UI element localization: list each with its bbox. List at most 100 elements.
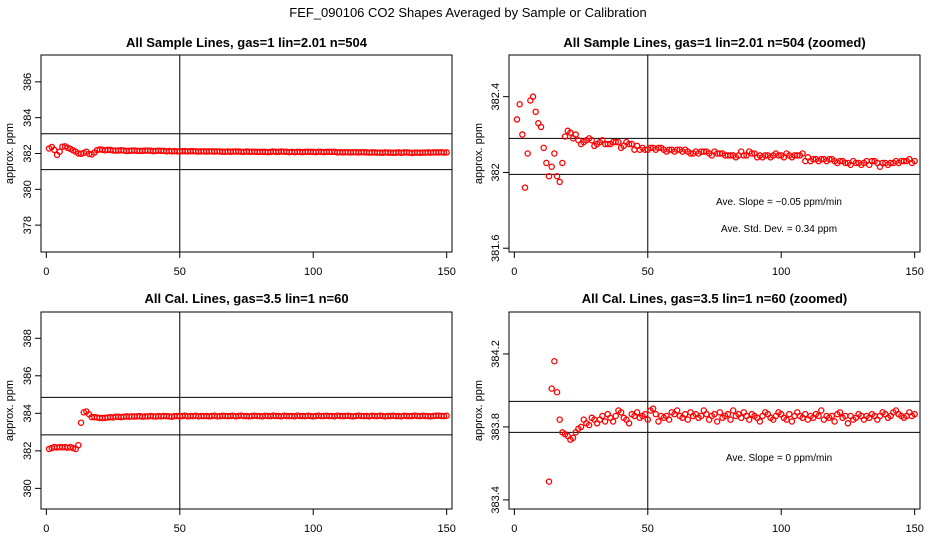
data-point: [716, 150, 724, 157]
y-tick-label: 382.4: [490, 83, 502, 111]
data-point: [713, 418, 721, 425]
plot-panel-4: All Cal. Lines, gas=3.5 lin=1 n=60 (zoom…: [473, 291, 924, 535]
data-point: [601, 418, 609, 425]
data-point: [628, 140, 636, 148]
data-point: [440, 149, 448, 156]
y-tick-label: 384: [22, 404, 34, 422]
data-point: [588, 136, 595, 144]
data-point: [572, 131, 579, 138]
data-point: [51, 146, 58, 154]
data-point: [612, 138, 620, 146]
data-point: [673, 146, 681, 153]
plot-panel-2: All Sample Lines, gas=1 lin=2.01 n=504 (…: [473, 35, 924, 278]
x-tick-label: 0: [511, 523, 517, 535]
y-axis-label: approx. ppm: [4, 380, 16, 441]
data-series: [45, 408, 450, 453]
data-point: [868, 157, 876, 165]
y-tick-label: 388: [22, 329, 34, 347]
data-point: [545, 478, 553, 485]
data-point: [516, 101, 523, 108]
data-point: [887, 159, 894, 167]
data-series: [545, 357, 918, 485]
data-point: [553, 389, 561, 396]
data-point: [818, 407, 825, 414]
data-point: [551, 357, 558, 365]
y-axis-label: approx. ppm: [473, 380, 485, 441]
data-point: [641, 410, 649, 418]
data-point: [567, 129, 574, 136]
data-point: [545, 172, 553, 180]
data-point: [684, 416, 692, 423]
data-point: [625, 420, 633, 427]
data-point: [585, 421, 593, 429]
data-point: [440, 412, 448, 420]
y-tick-label: 382: [490, 163, 502, 181]
annotation-text: Ave. Std. Dev. = 0.34 ppm: [721, 224, 837, 235]
data-point: [612, 412, 620, 420]
y-tick-label: 378: [22, 216, 34, 234]
data-point: [756, 418, 764, 425]
data-point: [617, 409, 625, 416]
data-point: [519, 131, 526, 138]
y-tick-label: 386: [22, 367, 34, 385]
y-tick-label: 383.4: [490, 486, 502, 514]
data-point: [815, 412, 822, 420]
x-tick-label: 100: [304, 266, 322, 278]
data-point: [556, 416, 563, 423]
x-tick-label: 50: [174, 266, 186, 278]
data-point: [561, 133, 569, 140]
x-tick-label: 50: [642, 523, 654, 535]
data-point: [844, 420, 852, 427]
plot-frame: [508, 311, 921, 510]
data-point: [649, 405, 657, 412]
data-point: [524, 150, 531, 157]
y-tick-label: 386: [22, 73, 34, 91]
y-tick-label: 384: [22, 109, 34, 127]
data-point: [615, 138, 622, 146]
plot-title: All Sample Lines, gas=1 lin=2.01 n=504: [126, 35, 368, 50]
data-point: [548, 385, 555, 392]
data-series: [45, 143, 450, 159]
data-point: [647, 144, 654, 152]
data-point: [729, 407, 737, 414]
data-point: [556, 178, 563, 186]
x-tick-label: 50: [174, 523, 186, 535]
annotation-text: Ave. Slope = −0.05 ppm/min: [716, 197, 842, 208]
data-point: [801, 410, 809, 418]
data-point: [687, 150, 694, 157]
data-point: [911, 410, 918, 418]
data-point: [831, 418, 838, 425]
data-point: [551, 150, 558, 157]
data-point: [900, 157, 908, 165]
data-series: [513, 93, 918, 191]
data-point: [625, 140, 633, 148]
y-axis-label: approx. ppm: [473, 123, 485, 184]
y-tick-label: 382: [22, 144, 34, 162]
data-point: [529, 93, 537, 100]
data-point: [727, 416, 734, 423]
data-point: [745, 416, 753, 423]
y-tick-label: 380: [22, 180, 34, 198]
data-point: [553, 172, 561, 180]
data-point: [655, 144, 662, 152]
data-point: [521, 184, 529, 191]
data-point: [828, 412, 836, 420]
data-point: [799, 150, 806, 157]
data-point: [604, 140, 611, 148]
data-point: [673, 407, 681, 414]
data-point: [609, 418, 617, 425]
plot-panel-1: All Sample Lines, gas=1 lin=2.01 n=504 0 5…: [4, 35, 456, 278]
data-point: [703, 410, 710, 418]
data-point: [852, 159, 860, 167]
plot-frame: [508, 54, 921, 253]
plot-frame: [40, 311, 453, 510]
data-point: [727, 152, 734, 159]
y-tick-label: 380: [22, 479, 34, 497]
data-point: [836, 157, 844, 165]
data-point: [700, 148, 708, 155]
data-point: [716, 409, 724, 416]
data-point: [793, 152, 801, 159]
plot-panel-3: All Cal. Lines, gas=3.5 lin=1 n=60 0 50 100…: [4, 291, 456, 535]
data-point: [818, 155, 825, 163]
x-tick-label: 100: [772, 266, 790, 278]
